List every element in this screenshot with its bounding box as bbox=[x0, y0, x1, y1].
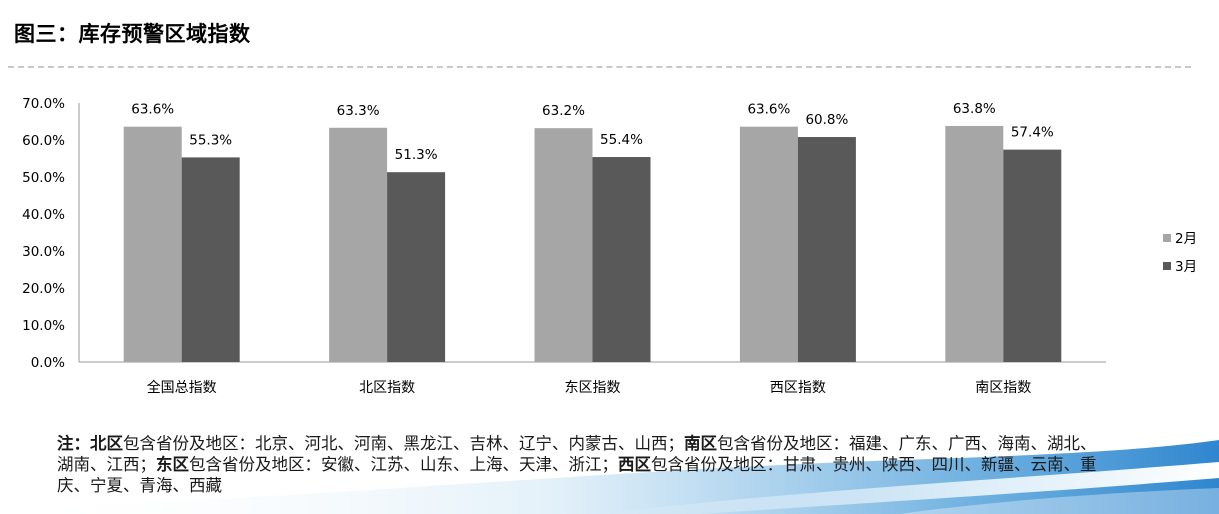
x-tick-label: 北区指数 bbox=[359, 380, 415, 396]
y-tick-label: 70.0% bbox=[22, 96, 65, 112]
footnote: 注：北区包含省份及地区：北京、河北、河南、黑龙江、吉林、辽宁、内蒙古、山西；南区… bbox=[57, 433, 1107, 496]
note-east-label: 东区 bbox=[156, 455, 189, 474]
note-north-text: 包含省份及地区：北京、河北、河南、黑龙江、吉林、辽宁、内蒙古、山西； bbox=[123, 434, 684, 453]
bar-feb bbox=[329, 127, 388, 362]
title-divider bbox=[8, 66, 1191, 68]
legend-label: 2月 bbox=[1175, 231, 1197, 247]
x-tick-label: 南区指数 bbox=[975, 380, 1031, 396]
x-tick-label: 东区指数 bbox=[565, 380, 621, 396]
bar-mar bbox=[592, 157, 651, 362]
y-tick-label: 50.0% bbox=[22, 170, 65, 186]
note-south-label: 南区 bbox=[684, 434, 717, 453]
data-label: 63.6% bbox=[131, 102, 174, 118]
legend-swatch bbox=[1163, 234, 1171, 242]
page-title: 图三：库存预警区域指数 bbox=[14, 22, 251, 46]
bar-mar bbox=[387, 172, 446, 362]
data-label: 63.8% bbox=[953, 101, 996, 117]
bar-feb bbox=[739, 126, 798, 363]
bar-feb bbox=[534, 128, 593, 362]
data-label: 57.4% bbox=[1011, 125, 1054, 141]
data-label: 63.2% bbox=[542, 103, 585, 119]
y-tick-label: 0.0% bbox=[31, 355, 65, 371]
data-label: 60.8% bbox=[805, 112, 848, 128]
note-east-text: 包含省份及地区：安徽、江苏、山东、上海、天津、浙江； bbox=[189, 455, 618, 474]
y-tick-label: 20.0% bbox=[22, 281, 65, 297]
note-west-label: 西区 bbox=[618, 455, 651, 474]
x-tick-label: 全国总指数 bbox=[147, 379, 217, 396]
bar-mar bbox=[797, 137, 856, 362]
legend-swatch bbox=[1163, 262, 1171, 270]
legend-label: 3月 bbox=[1175, 259, 1197, 275]
note-south-text: 包含省份及地区：福建、广东、广西、海南、湖北、湖南、江西； bbox=[57, 434, 1097, 474]
data-label: 55.3% bbox=[189, 132, 232, 148]
bar-mar bbox=[181, 157, 240, 362]
y-tick-label: 30.0% bbox=[22, 244, 65, 260]
bar-feb bbox=[945, 125, 1004, 362]
note-west-text: 包含省份及地区：甘肃、贵州、陕西、四川、新疆、云南、重庆、宁夏、青海、西藏 bbox=[57, 455, 1097, 495]
note-prefix: 注： bbox=[57, 434, 90, 453]
data-label: 63.6% bbox=[747, 102, 790, 118]
bar-chart: 0.0% 10.0% 20.0% 30.0% 40.0% 50.0% 60.0% 70.0% 6… bbox=[22, 96, 1197, 396]
y-tick-label: 60.0% bbox=[22, 133, 65, 149]
data-label: 51.3% bbox=[395, 147, 438, 163]
data-label: 63.3% bbox=[337, 103, 380, 119]
note-north-label: 北区 bbox=[90, 434, 123, 453]
y-tick-label: 40.0% bbox=[22, 207, 65, 223]
x-tick-label: 西区指数 bbox=[770, 380, 826, 396]
background-swoosh bbox=[0, 440, 1219, 514]
data-label: 55.4% bbox=[600, 132, 643, 148]
bar-mar bbox=[1003, 149, 1062, 362]
bar-feb bbox=[123, 126, 182, 363]
y-tick-label: 10.0% bbox=[22, 318, 65, 334]
